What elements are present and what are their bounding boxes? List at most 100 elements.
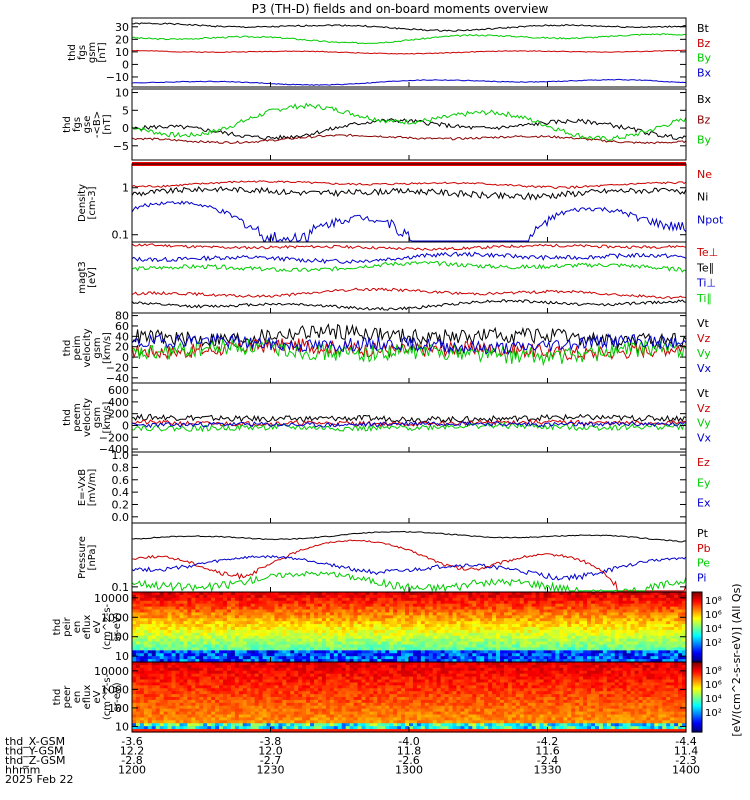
heatmap-cell [132, 711, 137, 716]
heatmap-cell [381, 603, 386, 608]
heatmap-cell [310, 635, 315, 640]
heatmap-cell [215, 685, 220, 689]
heatmap-cell [333, 708, 339, 713]
heatmap-cell [337, 609, 343, 614]
heatmap-cell [357, 659, 363, 663]
y-axis-label: thdfgsgse-<B>[nT] [62, 111, 113, 138]
heatmap-cell [310, 667, 315, 672]
heatmap-cell [484, 638, 489, 643]
heatmap-cell [246, 723, 252, 727]
heatmap-cell [440, 656, 446, 660]
heatmap-cell [401, 641, 406, 646]
heatmap-cell [583, 647, 588, 651]
heatmap-cell [325, 702, 331, 707]
heatmap-cell [369, 597, 374, 602]
heatmap-cell [337, 659, 343, 663]
heatmap-cell [420, 600, 426, 605]
heatmap-cell [420, 606, 426, 611]
heatmap-cell [460, 603, 465, 608]
heatmap-cell [183, 720, 188, 724]
heatmap-cell [155, 667, 161, 672]
heatmap-cell [270, 612, 276, 616]
heatmap-cell [484, 618, 489, 622]
heatmap-cell [238, 624, 244, 628]
heatmap-cell [610, 627, 616, 631]
heatmap-cell [401, 638, 406, 643]
legend-Vx: Vx [697, 431, 712, 444]
heatmap-cell [278, 685, 283, 689]
heatmap-cell [290, 697, 295, 701]
heatmap-cell [353, 592, 359, 596]
heatmap-cell [515, 600, 521, 605]
heatmap-cell [432, 624, 438, 628]
heatmap-cell [492, 609, 497, 614]
heatmap-cell [658, 641, 663, 646]
heatmap-cell [203, 699, 208, 704]
heatmap-cell [223, 702, 228, 707]
y-tick-label: 1000 [101, 611, 129, 624]
heatmap-cell [515, 618, 521, 622]
heatmap-cell [337, 702, 343, 707]
heatmap-cell [215, 627, 220, 631]
heatmap-cell [436, 641, 442, 646]
heatmap-cell [215, 708, 220, 713]
heatmap-cell [448, 650, 454, 654]
heatmap-cell [333, 714, 339, 719]
heatmap-cell [163, 600, 169, 605]
heatmap-cell [314, 594, 319, 599]
y-axis-label-line: -<B> [92, 111, 103, 138]
heatmap-cell [199, 720, 204, 724]
heatmap-cell [373, 612, 378, 616]
heatmap-cell [306, 641, 311, 646]
heatmap-cell [492, 641, 497, 646]
heatmap-cell [290, 714, 295, 719]
heatmap-cell [238, 679, 244, 684]
heatmap-cell [650, 603, 655, 608]
heatmap-cell [310, 685, 315, 689]
heatmap-cell [246, 629, 252, 634]
heatmap-cell [215, 664, 220, 669]
heatmap-cell [302, 615, 307, 619]
heatmap-cell [353, 664, 359, 669]
heatmap-cell [571, 656, 576, 660]
heatmap-cell [179, 726, 185, 730]
heatmap-cell [317, 615, 323, 619]
heatmap-cell [559, 659, 564, 663]
heatmap-cell [420, 635, 426, 640]
heatmap-cell [321, 615, 327, 619]
heatmap-cell [139, 615, 145, 619]
heatmap-cell [527, 659, 533, 663]
heatmap-cell [507, 656, 513, 660]
heatmap-cell [219, 708, 224, 713]
heatmap-cell [480, 618, 485, 622]
heatmap-cell [571, 597, 576, 602]
heatmap-cell [452, 600, 458, 605]
heatmap-cell [195, 644, 200, 649]
heatmap-cell [678, 644, 683, 649]
heatmap-cell [302, 705, 307, 710]
heatmap-cell [171, 729, 177, 733]
heatmap-cell [310, 624, 315, 628]
heatmap-cell [199, 662, 204, 666]
panel-p10: 10000100010010thdpeerenefluxeV(cm^2-s-sr… [52, 661, 687, 733]
heatmap-cell [207, 664, 212, 669]
heatmap-cell [234, 705, 240, 710]
heatmap-cell [246, 647, 252, 651]
heatmap-cell [191, 644, 196, 649]
heatmap-cell [575, 615, 580, 619]
heatmap-cell [230, 629, 236, 634]
heatmap-cell [321, 594, 327, 599]
heatmap-cell [444, 659, 450, 663]
heatmap-cell [175, 644, 181, 649]
heatmap-cell [531, 656, 537, 660]
heatmap-cell [147, 635, 153, 640]
heatmap-cell [139, 603, 145, 608]
heatmap-cell [211, 647, 216, 651]
heatmap-cell [135, 662, 141, 666]
heatmap-cell [195, 720, 200, 724]
heatmap-cell [642, 629, 648, 634]
heatmap-cell [223, 612, 228, 616]
heatmap-cell [187, 723, 192, 727]
heatmap-cell [270, 711, 276, 716]
heatmap-cell [472, 659, 477, 663]
